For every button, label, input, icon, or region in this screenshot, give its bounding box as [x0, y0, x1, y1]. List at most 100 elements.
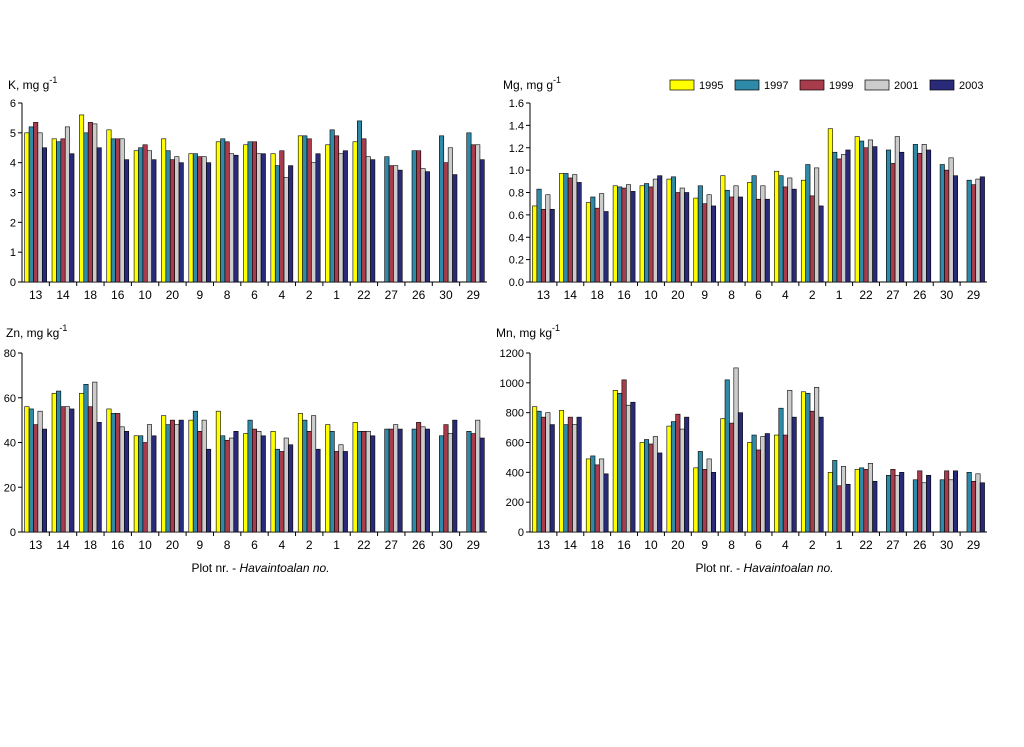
bar-2003-plot-10 [151, 159, 157, 283]
bar-2001-plot-9 [706, 194, 712, 283]
bar-1997-plot-1 [329, 431, 335, 533]
x-tick-label: 14 [56, 538, 70, 552]
bar-1999-plot-20 [675, 192, 681, 283]
y-tick-label: 20 [4, 482, 16, 494]
bar-1997-plot-22 [859, 467, 865, 533]
bar-2001-plot-14 [64, 406, 70, 533]
bar-2001-plot-30 [948, 479, 954, 533]
y-axis-title-base: K, mg g [8, 78, 49, 92]
bar-1995-plot-20 [666, 425, 672, 533]
bar-1999-plot-20 [169, 159, 175, 283]
bar-2001-plot-16 [119, 138, 125, 283]
bar-2001-plot-18 [599, 458, 605, 533]
bar-2001-plot-20 [174, 156, 180, 283]
x-tick-label: 14 [564, 288, 578, 302]
bar-1997-plot-20 [165, 424, 171, 533]
x-tick-label: 30 [940, 288, 954, 302]
bar-1997-plot-14 [563, 424, 569, 533]
x-tick-label: 9 [196, 538, 203, 552]
y-tick-label: 1200 [500, 348, 524, 360]
bar-1997-plot-13 [28, 408, 34, 533]
bar-2001-plot-4 [787, 389, 793, 533]
bar-1999-plot-16 [115, 413, 121, 533]
x-tick-label: 29 [967, 538, 981, 552]
bar-2003-plot-26 [926, 149, 932, 283]
x-tick-label: 29 [467, 288, 481, 302]
x-tick-label: 4 [279, 538, 286, 552]
bar-2003-plot-14 [576, 416, 582, 533]
x-tick-label: 22 [859, 538, 873, 552]
bar-2001-plot-2 [814, 167, 820, 283]
x-tick-label: 14 [56, 288, 70, 302]
bar-1999-plot-1 [334, 451, 340, 533]
bar-1999-plot-26 [917, 470, 923, 533]
bar-1999-plot-9 [197, 431, 203, 533]
y-axis-title: K, mg g-1 [8, 75, 57, 92]
bar-1995-plot-9 [188, 153, 194, 283]
y-axis-title-exponent: -1 [59, 323, 67, 333]
y-tick-label: 2 [10, 217, 16, 229]
x-tick-label: 18 [591, 538, 605, 552]
bar-2001-plot-1 [841, 154, 847, 283]
bar-1999-plot-22 [361, 138, 367, 283]
x-tick-label: 13 [29, 288, 43, 302]
bar-2003-plot-30 [452, 174, 458, 283]
bar-2001-plot-10 [652, 178, 658, 283]
bar-1997-plot-2 [805, 392, 811, 533]
bar-2001-plot-4 [787, 177, 793, 283]
bar-1999-plot-9 [702, 469, 708, 533]
x-tick-label: 22 [357, 538, 371, 552]
y-tick-label: 800 [506, 408, 524, 420]
bar-2003-plot-22 [370, 159, 376, 283]
bar-2003-plot-6 [764, 198, 770, 283]
bar-1999-plot-29 [971, 184, 977, 283]
legend-label-1997: 1997 [764, 80, 788, 92]
x-tick-label: 29 [967, 288, 981, 302]
bar-1997-plot-30 [939, 164, 945, 283]
bar-1999-plot-27 [388, 165, 394, 283]
bar-1999-plot-29 [470, 144, 476, 283]
x-tick-label: 8 [728, 288, 735, 302]
bar-1999-plot-10 [142, 442, 148, 533]
bar-1997-plot-9 [697, 451, 703, 533]
bar-2003-plot-4 [288, 444, 294, 533]
bar-2003-plot-18 [603, 473, 609, 533]
bar-1995-plot-6 [747, 182, 753, 283]
bar-2001-plot-13 [545, 412, 551, 533]
x-tick-label: 6 [251, 288, 258, 302]
bar-2001-plot-16 [625, 404, 631, 533]
bar-1999-plot-8 [224, 141, 230, 283]
x-tick-label: 9 [701, 288, 708, 302]
bar-1995-plot-13 [532, 406, 538, 533]
legend-swatch-1999 [799, 79, 825, 91]
bar-2003-plot-30 [952, 470, 958, 533]
x-tick-label: 20 [166, 538, 180, 552]
y-tick-label: 400 [506, 467, 524, 479]
bar-2003-plot-27 [397, 428, 403, 533]
x-tick-label: 27 [385, 538, 399, 552]
bar-2001-plot-6 [760, 185, 766, 283]
x-tick-label: 6 [755, 538, 762, 552]
bar-2003-plot-8 [233, 431, 239, 533]
bar-1995-plot-10 [639, 442, 645, 533]
bar-1997-plot-13 [28, 126, 34, 283]
bar-1997-plot-9 [192, 410, 198, 533]
bar-1995-plot-10 [133, 150, 139, 283]
bar-2001-plot-30 [948, 157, 954, 283]
bar-1997-plot-8 [724, 189, 730, 283]
legend-label-1999: 1999 [829, 80, 853, 92]
x-tick-label: 27 [886, 288, 900, 302]
y-axis-title-exponent: -1 [49, 75, 57, 85]
y-tick-label: 0.0 [509, 277, 524, 289]
bar-1999-plot-30 [944, 470, 950, 533]
y-tick-label: 6 [10, 98, 16, 110]
bar-2003-plot-4 [791, 416, 797, 533]
y-axis-title: Mg, mg g-1 [503, 75, 561, 92]
y-tick-label: 1.6 [509, 98, 524, 110]
y-tick-label: 1.0 [509, 165, 524, 177]
bar-2003-plot-10 [657, 452, 663, 533]
bar-2001-plot-29 [975, 473, 981, 533]
bar-1999-plot-13 [540, 416, 546, 533]
bar-2003-plot-20 [178, 162, 184, 283]
x-tick-label: 1 [333, 288, 340, 302]
